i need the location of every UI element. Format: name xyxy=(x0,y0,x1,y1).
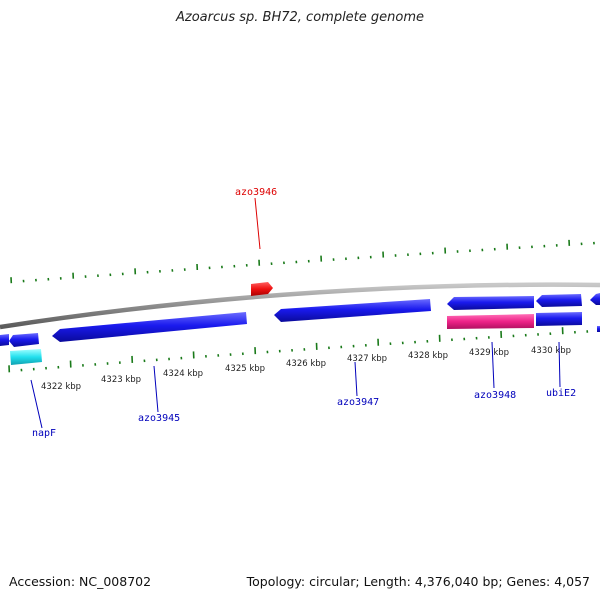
accession-text: Accession: NC_008702 xyxy=(9,574,152,589)
gene-label-napF[interactable]: napF xyxy=(32,428,56,439)
genome-backbone xyxy=(0,282,600,330)
scale-label: 4323 kbp xyxy=(101,375,141,385)
scale-label: 4324 kbp xyxy=(163,369,203,379)
scale-labels: 4322 kbp 4323 kbp 4324 kbp 4325 kbp 4326… xyxy=(41,346,571,392)
gene-napF-arrow[interactable] xyxy=(9,333,39,347)
inner-tick-ring xyxy=(8,327,589,373)
cds-arrow-ubiE2-lower[interactable] xyxy=(536,312,582,326)
scale-label: 4328 kbp xyxy=(408,351,448,361)
scale-label: 4330 kbp xyxy=(531,346,571,356)
cds-arrow-edge-right[interactable] xyxy=(590,293,600,305)
scale-label: 4326 kbp xyxy=(286,359,326,369)
misc-feature-block[interactable] xyxy=(10,349,42,365)
scale-label: 4322 kbp xyxy=(41,382,81,392)
gene-label-azo3947[interactable]: azo3947 xyxy=(337,397,379,408)
scale-label: 4329 kbp xyxy=(469,348,509,358)
gene-label-azo3948[interactable]: azo3948 xyxy=(474,390,516,401)
cds-arrow-edge[interactable] xyxy=(0,334,9,346)
outer-tick-ring xyxy=(10,239,595,284)
gene-labels: azo3946 napF azo3945 azo3947 azo3948 ubi… xyxy=(32,187,576,439)
gene-azo3946-arrow[interactable] xyxy=(251,282,273,296)
scale-label: 4327 kbp xyxy=(347,354,387,364)
gene-label-ubiE2[interactable]: ubiE2 xyxy=(546,388,576,399)
gene-leader-lines xyxy=(30,197,561,429)
rna-feature-arrow[interactable] xyxy=(447,314,534,329)
genome-summary-text: Topology: circular; Length: 4,376,040 bp… xyxy=(246,574,590,589)
gene-azo3948-arrow[interactable] xyxy=(447,296,534,310)
scale-label: 4325 kbp xyxy=(225,364,265,374)
cds-arrow-lower-edge[interactable] xyxy=(597,326,600,332)
gene-label-azo3945[interactable]: azo3945 xyxy=(138,413,180,424)
map-title: Azoarcus sp. BH72, complete genome xyxy=(175,10,425,25)
gene-label-azo3946[interactable]: azo3946 xyxy=(235,187,277,198)
gene-ubiE2-arrow[interactable] xyxy=(536,294,582,307)
gene-azo3945-arrow[interactable] xyxy=(52,312,247,342)
gene-azo3947-arrow[interactable] xyxy=(274,299,431,322)
